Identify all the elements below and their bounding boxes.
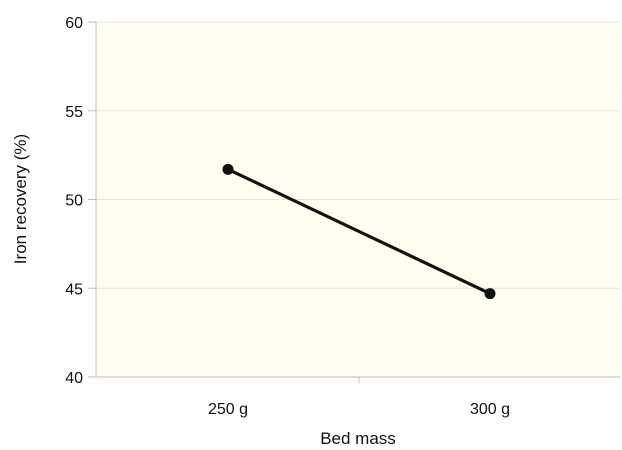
y-axis-ticks: 40 45 50 55 60 xyxy=(65,15,96,387)
y-tick-label: 55 xyxy=(65,104,83,121)
x-axis-title: Bed mass xyxy=(320,429,396,448)
y-tick-label: 45 xyxy=(65,281,83,298)
y-axis-title: Iron recovery (%) xyxy=(11,134,30,264)
y-tick-label: 40 xyxy=(65,370,83,387)
gridlines xyxy=(96,21,620,289)
series-line xyxy=(226,167,492,296)
x-tick-label: 250 g xyxy=(208,401,248,418)
data-point xyxy=(222,163,234,175)
series xyxy=(222,163,496,300)
y-tick-label: 60 xyxy=(65,15,83,32)
y-tick-label: 50 xyxy=(65,193,83,210)
data-point xyxy=(484,288,496,300)
x-tick-label: 300 g xyxy=(470,401,510,418)
x-axis-ticks: 250 g 300 g xyxy=(208,377,510,418)
